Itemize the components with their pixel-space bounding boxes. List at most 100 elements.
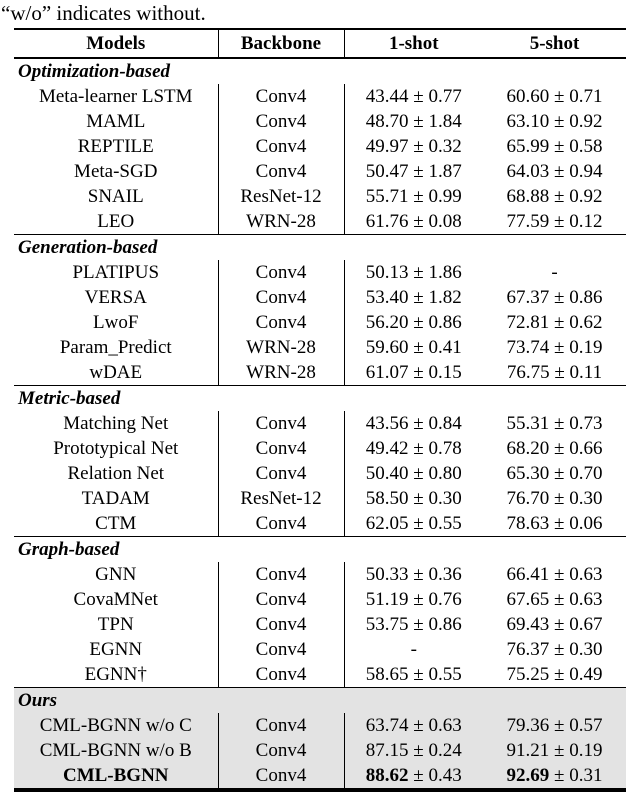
cell-shot5: 64.03 ± 0.94 bbox=[506, 161, 603, 182]
table-row: EGNN† Conv4 58.65 ± 0.55 75.25 ± 0.49 bbox=[14, 662, 626, 688]
section-header-row: Graph-based bbox=[14, 536, 626, 562]
cell-shot1: 63.74 ± 0.63 bbox=[344, 713, 483, 738]
cell-shot1: 43.56 ± 0.84 bbox=[365, 413, 462, 434]
cell-shot5: 60.60 ± 0.71 bbox=[506, 86, 603, 107]
table-row: CML-BGNN w/o C Conv4 63.74 ± 0.63 79.36 ± 0… bbox=[14, 713, 626, 738]
cell-backbone: Conv4 bbox=[218, 159, 345, 184]
cell-backbone: Conv4 bbox=[218, 84, 345, 109]
cell-backbone: Conv4 bbox=[218, 763, 345, 790]
cell-shot5: 91.21 ± 0.19 bbox=[483, 738, 626, 763]
cell-shot1: 87.15 ± 0.24 bbox=[344, 738, 483, 763]
cell-shot5: 68.20 ± 0.66 bbox=[506, 438, 603, 459]
cell-shot5: 79.36 ± 0.57 bbox=[483, 713, 626, 738]
table-row: Meta-learner LSTM Conv4 43.44 ± 0.77 60.60 … bbox=[14, 84, 626, 109]
cell-shot1: 55.71 ± 0.99 bbox=[365, 186, 462, 207]
cell-shot5: 92.69 ± 0.31 bbox=[483, 763, 626, 790]
cell-shot5: 72.81 ± 0.62 bbox=[506, 312, 603, 333]
section-header-row: Ours bbox=[14, 687, 626, 713]
cell-shot5: 75.25 ± 0.49 bbox=[506, 664, 603, 685]
table-row: wDAE WRN-28 61.07 ± 0.15 76.75 ± 0.11 bbox=[14, 360, 626, 386]
cell-shot1: 62.05 ± 0.55 bbox=[365, 513, 462, 534]
table-row: SNAIL ResNet-12 55.71 ± 0.99 68.88 ± 0.92 bbox=[14, 184, 626, 209]
cell-model: SNAIL bbox=[14, 184, 219, 209]
cell-model: wDAE bbox=[14, 360, 219, 386]
section-header-row: Metric-based bbox=[14, 385, 626, 411]
caption-text: “w/o” indicates without. bbox=[1, 1, 206, 25]
section-title: Ours bbox=[14, 687, 626, 713]
cell-backbone: Conv4 bbox=[218, 562, 345, 587]
cell-shot1: 50.40 ± 0.80 bbox=[365, 463, 462, 484]
cell-model: CML-BGNN bbox=[14, 763, 219, 790]
table-row: CML-BGNN w/o B Conv4 87.15 ± 0.24 91.21 ± 0… bbox=[14, 738, 626, 763]
cell-shot1: 58.65 ± 0.55 bbox=[365, 664, 462, 685]
cell-backbone: Conv4 bbox=[218, 285, 345, 310]
table-row: Matching Net Conv4 43.56 ± 0.84 55.31 ± 0.7… bbox=[14, 411, 626, 436]
cell-model: PLATIPUS bbox=[14, 260, 219, 285]
cell-shot5: 66.41 ± 0.63 bbox=[506, 564, 603, 585]
cell-shot5: 76.75 ± 0.11 bbox=[506, 362, 603, 383]
cell-backbone: ResNet-12 bbox=[218, 486, 345, 511]
cell-backbone: WRN-28 bbox=[218, 360, 345, 386]
cell-model: TADAM bbox=[14, 486, 219, 511]
cell-backbone: Conv4 bbox=[218, 587, 345, 612]
cell-backbone: Conv4 bbox=[218, 260, 345, 285]
cell-shot1: 43.44 ± 0.77 bbox=[365, 86, 462, 107]
table-row: CTM Conv4 62.05 ± 0.55 78.63 ± 0.06 bbox=[14, 511, 626, 537]
cell-model: CovaMNet bbox=[14, 587, 219, 612]
cell-model: MAML bbox=[14, 109, 219, 134]
cell-backbone: Conv4 bbox=[218, 662, 345, 688]
cell-backbone: Conv4 bbox=[218, 511, 345, 537]
cell-shot5: 63.10 ± 0.92 bbox=[506, 111, 603, 132]
table-header-row: Models Backbone 1-shot 5-shot bbox=[14, 29, 626, 59]
cell-shot1: - bbox=[410, 639, 417, 660]
table-row: CovaMNet Conv4 51.19 ± 0.76 67.65 ± 0.63 bbox=[14, 587, 626, 612]
table-row: VERSA Conv4 53.40 ± 1.82 67.37 ± 0.86 bbox=[14, 285, 626, 310]
cell-shot5: 67.37 ± 0.86 bbox=[506, 287, 603, 308]
table-row: TPN Conv4 53.75 ± 0.86 69.43 ± 0.67 bbox=[14, 612, 626, 637]
cell-backbone: Conv4 bbox=[218, 713, 345, 738]
cell-shot5: - bbox=[551, 262, 558, 283]
cell-model: LEO bbox=[14, 209, 219, 235]
cell-model: VERSA bbox=[14, 285, 219, 310]
table-row: REPTILE Conv4 49.97 ± 0.32 65.99 ± 0.58 bbox=[14, 134, 626, 159]
header-1shot: 1-shot bbox=[344, 29, 483, 59]
header-backbone: Backbone bbox=[218, 29, 345, 59]
section-header-row: Generation-based bbox=[14, 234, 626, 260]
cell-shot1: 49.42 ± 0.78 bbox=[365, 438, 462, 459]
table-row: Param_Predict WRN-28 59.60 ± 0.41 73.74 ± 0… bbox=[14, 335, 626, 360]
table-row: GNN Conv4 50.33 ± 0.36 66.41 ± 0.63 bbox=[14, 562, 626, 587]
cell-backbone: ResNet-12 bbox=[218, 184, 345, 209]
cell-shot1: 88.62 ± 0.43 bbox=[344, 763, 483, 790]
section-title: Metric-based bbox=[14, 385, 626, 411]
cell-shot5: 78.63 ± 0.06 bbox=[506, 513, 603, 534]
cell-model: CML-BGNN w/o B bbox=[14, 738, 219, 763]
cell-model: Meta-learner LSTM bbox=[14, 84, 219, 109]
cell-model: CML-BGNN w/o C bbox=[14, 713, 219, 738]
cell-shot1: 56.20 ± 0.86 bbox=[365, 312, 462, 333]
header-5shot: 5-shot bbox=[483, 29, 626, 59]
cell-model: Param_Predict bbox=[14, 335, 219, 360]
table-row: LEO WRN-28 61.76 ± 0.08 77.59 ± 0.12 bbox=[14, 209, 626, 235]
header-models: Models bbox=[14, 29, 219, 59]
cell-shot5: 76.70 ± 0.30 bbox=[506, 488, 603, 509]
table-row: LwoF Conv4 56.20 ± 0.86 72.81 ± 0.62 bbox=[14, 310, 626, 335]
cell-backbone: Conv4 bbox=[218, 134, 345, 159]
cell-backbone: WRN-28 bbox=[218, 335, 345, 360]
cell-shot1: 51.19 ± 0.76 bbox=[365, 589, 462, 610]
cell-shot5: 65.30 ± 0.70 bbox=[506, 463, 603, 484]
cell-model: TPN bbox=[14, 612, 219, 637]
cell-backbone: WRN-28 bbox=[218, 209, 345, 235]
cell-shot1: 58.50 ± 0.30 bbox=[365, 488, 462, 509]
table-row: Prototypical Net Conv4 49.42 ± 0.78 68.20 ±… bbox=[14, 436, 626, 461]
cell-shot5: 69.43 ± 0.67 bbox=[506, 614, 603, 635]
cell-shot5: 68.88 ± 0.92 bbox=[506, 186, 603, 207]
cell-shot5: 76.37 ± 0.30 bbox=[506, 639, 603, 660]
cell-shot1: 53.75 ± 0.86 bbox=[365, 614, 462, 635]
cell-backbone: Conv4 bbox=[218, 310, 345, 335]
table-row: MAML Conv4 48.70 ± 1.84 63.10 ± 0.92 bbox=[14, 109, 626, 134]
cell-shot1: 48.70 ± 1.84 bbox=[365, 111, 462, 132]
results-table: Models Backbone 1-shot 5-shot Optimizati… bbox=[14, 28, 626, 792]
table-row: PLATIPUS Conv4 50.13 ± 1.86 - bbox=[14, 260, 626, 285]
table-row: CML-BGNN Conv4 88.62 ± 0.43 92.69 ± 0.31 bbox=[14, 763, 626, 790]
